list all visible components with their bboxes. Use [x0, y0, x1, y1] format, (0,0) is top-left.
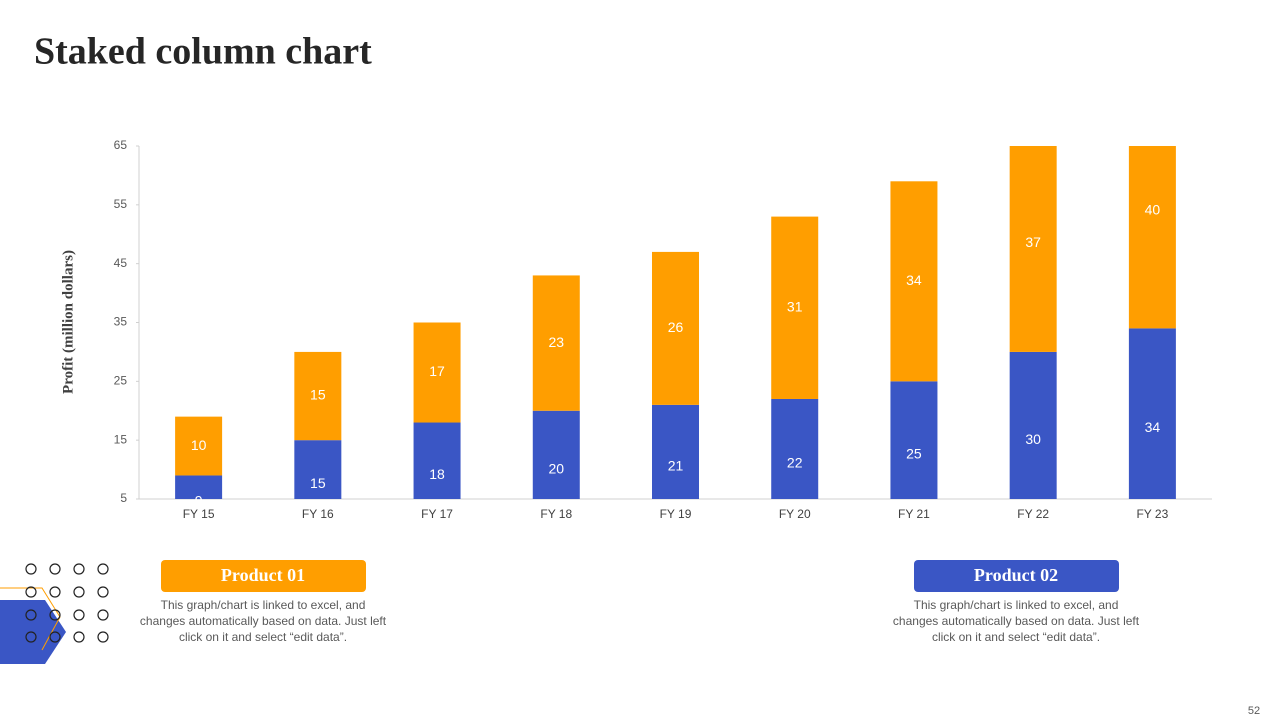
data-label: 9	[195, 493, 203, 509]
data-label: 25	[906, 446, 922, 462]
x-tick-label: FY 15	[183, 507, 215, 521]
x-tick-label: FY 19	[660, 507, 692, 521]
bar-segment	[771, 216, 819, 399]
y-tick-label: 45	[114, 256, 128, 270]
data-label: 37	[1025, 234, 1041, 250]
legend-label: Product 01	[221, 565, 305, 585]
plot-area	[175, 146, 1176, 499]
data-label: 15	[310, 475, 326, 491]
data-label: 22	[787, 454, 803, 470]
legend-box	[161, 560, 366, 592]
y-tick-label: 55	[114, 197, 128, 211]
bar-segment	[1009, 146, 1057, 352]
data-label: 10	[191, 437, 207, 453]
data-label: 20	[548, 460, 564, 476]
y-tick-label: 35	[114, 315, 128, 329]
note-text: This graph/chart is linked to excel, and	[914, 598, 1119, 612]
y-tick-label: 65	[114, 138, 128, 152]
bar-segment	[771, 398, 819, 499]
data-label: 31	[787, 298, 803, 314]
bar-segment	[532, 275, 580, 411]
y-axis-label: Profit (million dollars)	[60, 250, 76, 394]
note-text: click on it and select “edit data”.	[179, 630, 347, 644]
note-text: click on it and select “edit data”.	[932, 630, 1100, 644]
data-label: 34	[1145, 419, 1161, 435]
bar-segment	[413, 322, 461, 423]
x-tick-label: FY 21	[898, 507, 930, 521]
note-text: changes automatically based on data. Jus…	[140, 614, 387, 628]
page-number: 52	[1248, 705, 1260, 717]
legend-label: Product 02	[974, 565, 1058, 585]
y-tick-label: 25	[114, 374, 128, 388]
bar-segment	[294, 351, 342, 441]
bar-segment	[652, 251, 699, 405]
chart-title: Staked column chart	[34, 31, 372, 73]
bar-segment	[890, 381, 938, 499]
bar-segment	[175, 416, 223, 476]
x-tick-label: FY 18	[540, 507, 572, 521]
legend-box	[914, 560, 1119, 592]
data-label: 15	[310, 387, 326, 403]
bar-segment	[413, 422, 461, 499]
data-label: 26	[668, 319, 684, 335]
x-tick-label: FY 22	[1017, 507, 1049, 521]
bar-segment	[1128, 146, 1176, 329]
bar-segment	[294, 440, 342, 499]
bar-segment	[175, 475, 223, 499]
note-text: This graph/chart is linked to excel, and	[161, 598, 366, 612]
data-label: 18	[429, 466, 445, 482]
bar-segment	[1128, 328, 1176, 499]
x-tick-label: FY 17	[421, 507, 453, 521]
dots	[25, 563, 109, 643]
data-label: 17	[429, 363, 445, 379]
bar-segment	[532, 410, 580, 499]
y-tick-label: 5	[120, 491, 127, 505]
bar-segment	[890, 181, 938, 382]
data-label: 23	[548, 334, 564, 350]
bar-segment	[1009, 351, 1057, 499]
bar-segment	[652, 404, 699, 499]
y-tick-label: 15	[114, 432, 128, 446]
note-text: changes automatically based on data. Jus…	[893, 614, 1140, 628]
x-tick-label: FY 20	[779, 507, 811, 521]
data-label: 34	[906, 272, 922, 288]
data-label: 21	[668, 457, 684, 473]
data-label: 30	[1025, 431, 1041, 447]
x-tick-label: FY 16	[302, 507, 334, 521]
decoration	[0, 563, 109, 664]
x-tick-label: FY 23	[1136, 507, 1168, 521]
data-label: 40	[1145, 201, 1161, 217]
